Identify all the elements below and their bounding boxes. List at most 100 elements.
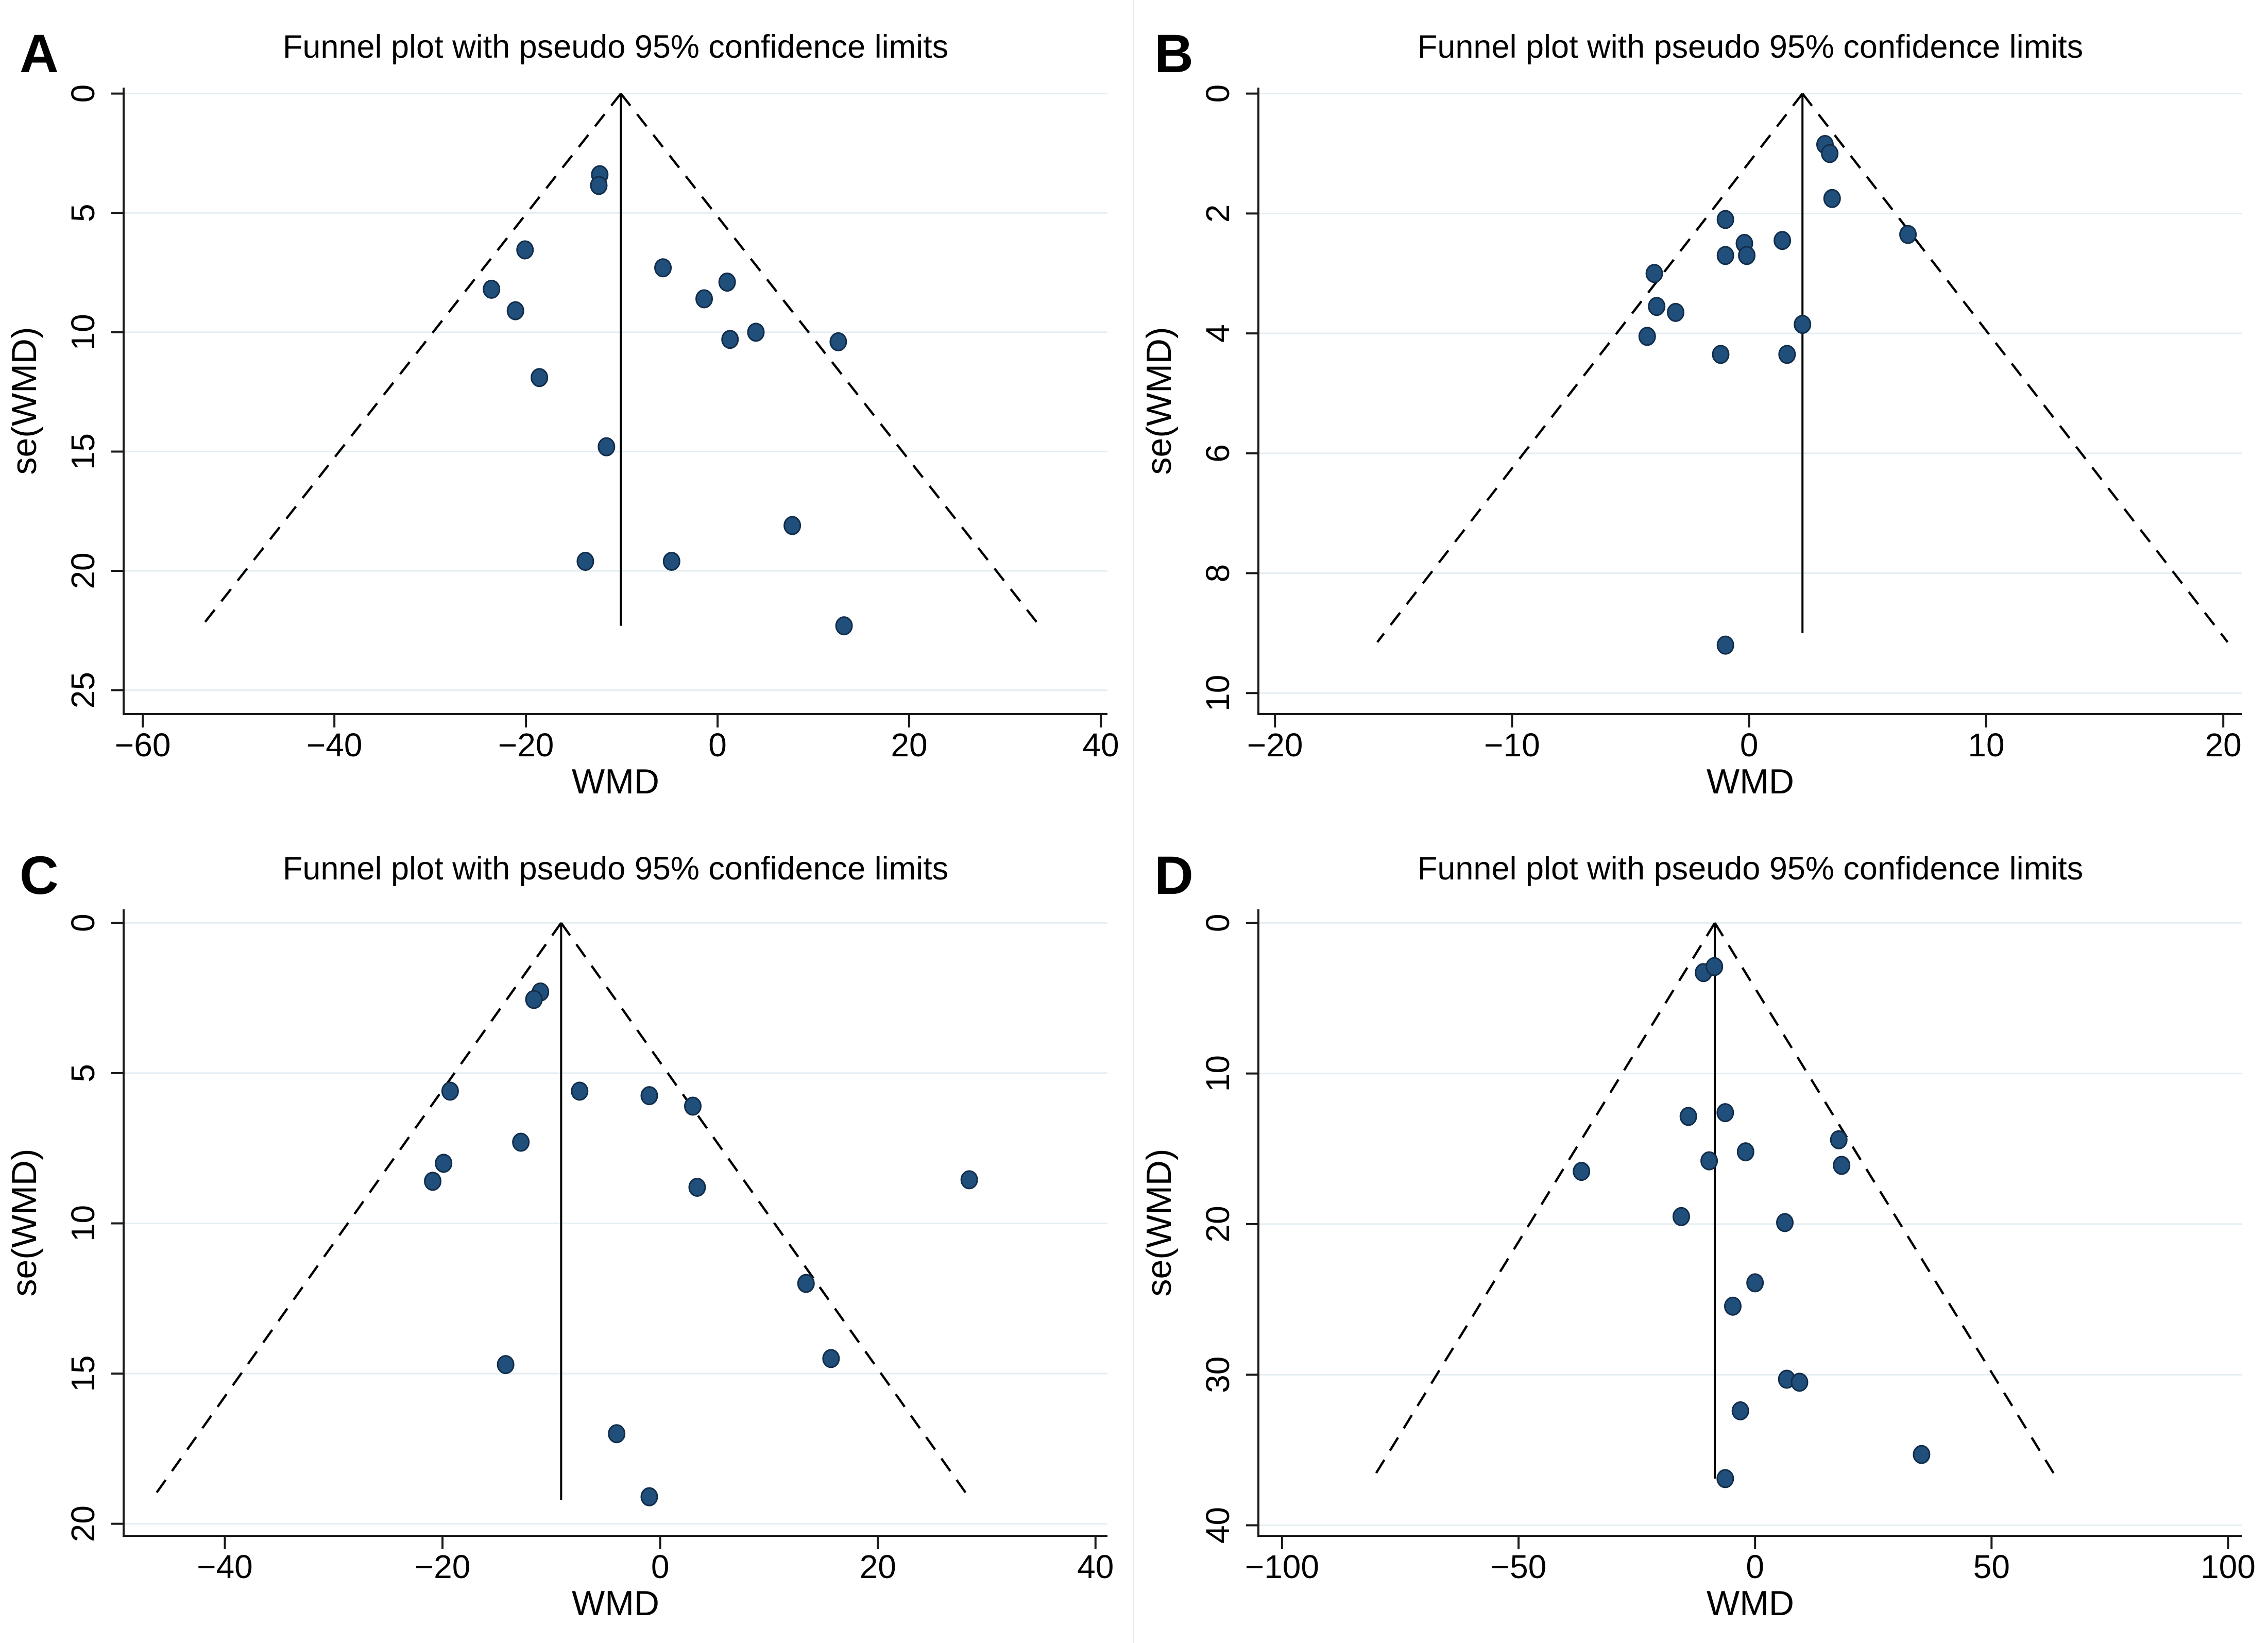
data-point — [1790, 1373, 1809, 1392]
data-point — [783, 516, 802, 535]
data-point — [1794, 315, 1812, 334]
data-point — [1638, 327, 1656, 346]
y-tick-label: 20 — [1199, 1206, 1236, 1242]
funnel-plot-panel-d: 0 10 20 30 40−100 −50 0 50 100 Funnel plot with p… — [1135, 822, 2268, 1643]
chart-title: Funnel plot with pseudo 95% confidence l… — [283, 29, 948, 65]
data-point — [822, 1349, 840, 1368]
x-axis-title: WMD — [1707, 762, 1794, 801]
data-point — [1778, 345, 1796, 364]
chart-title: Funnel plot with pseudo 95% confidence l… — [283, 851, 948, 887]
x-axis-title: WMD — [1707, 1584, 1794, 1623]
y-tick-label: 4 — [1199, 324, 1236, 343]
data-point — [1679, 1107, 1697, 1126]
x-tick-label: 20 — [860, 1548, 896, 1585]
data-point — [1573, 1162, 1591, 1181]
panel-label: A — [20, 24, 59, 84]
x-tick-label: 20 — [2205, 726, 2242, 764]
y-tick-label: 5 — [64, 1064, 101, 1082]
data-point — [525, 990, 543, 1009]
data-point — [1731, 1401, 1749, 1420]
data-point — [695, 289, 713, 309]
data-point — [435, 1154, 453, 1173]
x-tick-label: 100 — [2201, 1548, 2256, 1585]
y-tick-label: 0 — [1199, 914, 1236, 933]
data-point — [571, 1081, 589, 1101]
y-tick-label: 0 — [1199, 84, 1236, 103]
funnel-ci-right-dashed-line — [620, 93, 1041, 626]
x-axis-title: WMD — [572, 1584, 659, 1623]
data-point — [835, 616, 853, 636]
data-point — [1716, 1469, 1734, 1488]
data-point — [1712, 345, 1730, 364]
y-tick-label: 0 — [64, 913, 101, 932]
data-point — [1667, 302, 1685, 322]
y-tick-label: 15 — [64, 433, 101, 470]
funnel-ci-right-dashed-line — [560, 922, 972, 1501]
y-tick-label: 6 — [1199, 444, 1236, 463]
y-tick-label: 10 — [64, 1205, 101, 1242]
data-point — [1830, 1130, 1848, 1149]
data-point — [1833, 1156, 1851, 1175]
data-point — [1821, 144, 1839, 163]
data-point — [424, 1172, 442, 1191]
x-tick-label: 10 — [1968, 726, 2004, 764]
data-point — [497, 1355, 515, 1375]
funnel-plot-panel-b: 0 2 4 6 8 10 −20 −10 0 10 20 Funnel plot with pseud… — [1135, 0, 2268, 821]
data-point — [640, 1086, 658, 1106]
data-point — [688, 1177, 706, 1197]
panel-label: B — [1154, 24, 1193, 84]
funnel-ci-left-dashed-line — [1376, 93, 1804, 643]
data-point — [512, 1132, 530, 1152]
x-tick-label: −40 — [197, 1548, 253, 1585]
data-point — [1648, 297, 1666, 316]
data-point — [1716, 635, 1734, 655]
funnel-plot-panel-c: 0 5 10 15 20 −40 −20 0 20 40 Funnel plot with pseu… — [0, 822, 1133, 1643]
x-tick-label: 0 — [1746, 1548, 1764, 1585]
data-point — [598, 437, 616, 456]
y-tick-label: 30 — [1199, 1357, 1236, 1393]
y-axis-title: se(WMD) — [1139, 327, 1179, 475]
data-point — [1774, 231, 1792, 250]
funnel-ci-left-dashed-line — [201, 93, 622, 626]
data-point — [829, 332, 847, 351]
data-point — [483, 279, 501, 299]
data-point — [1645, 264, 1663, 283]
y-tick-label: 20 — [64, 1505, 101, 1542]
data-point — [684, 1096, 702, 1116]
funnel-plot-panel-a: 0 5 10 15 20 25 −60 −40 −20 0 20 40 Funnel plot with… — [0, 0, 1133, 821]
data-point — [506, 301, 524, 320]
panel-divider — [1133, 0, 1134, 1643]
y-axis-title: se(WMD) — [5, 1148, 44, 1296]
y-tick-label: 8 — [1199, 564, 1236, 583]
data-point — [1823, 189, 1841, 208]
funnel-ci-left-dashed-line — [1372, 922, 1716, 1478]
y-tick-label: 20 — [64, 552, 101, 589]
data-point — [441, 1081, 459, 1101]
y-tick-label: 5 — [64, 204, 101, 222]
data-point — [1899, 225, 1917, 244]
data-point — [1736, 1142, 1754, 1162]
funnel-ci-right-dashed-line — [1714, 922, 2057, 1478]
y-tick-label: 2 — [1199, 205, 1236, 223]
x-tick-label: −10 — [1484, 726, 1540, 764]
x-tick-label: −50 — [1491, 1548, 1547, 1585]
data-point — [1706, 957, 1724, 976]
data-point — [747, 323, 765, 342]
data-point — [576, 552, 594, 571]
data-point — [1746, 1273, 1764, 1293]
data-point — [718, 273, 736, 292]
y-tick-label: 15 — [64, 1355, 101, 1392]
x-tick-label: 20 — [891, 726, 927, 764]
x-tick-label: 40 — [1082, 726, 1119, 764]
data-point — [1913, 1445, 1931, 1464]
x-tick-label: 40 — [1077, 1548, 1114, 1585]
x-tick-label: −40 — [306, 726, 363, 764]
data-point — [1738, 246, 1756, 265]
x-tick-label: 0 — [1740, 726, 1759, 764]
data-point — [654, 258, 672, 278]
data-point — [516, 240, 534, 260]
x-tick-label: −20 — [498, 726, 554, 764]
x-tick-label: 50 — [1973, 1548, 2010, 1585]
data-point — [721, 330, 739, 349]
funnel-ci-left-dashed-line — [150, 922, 562, 1501]
